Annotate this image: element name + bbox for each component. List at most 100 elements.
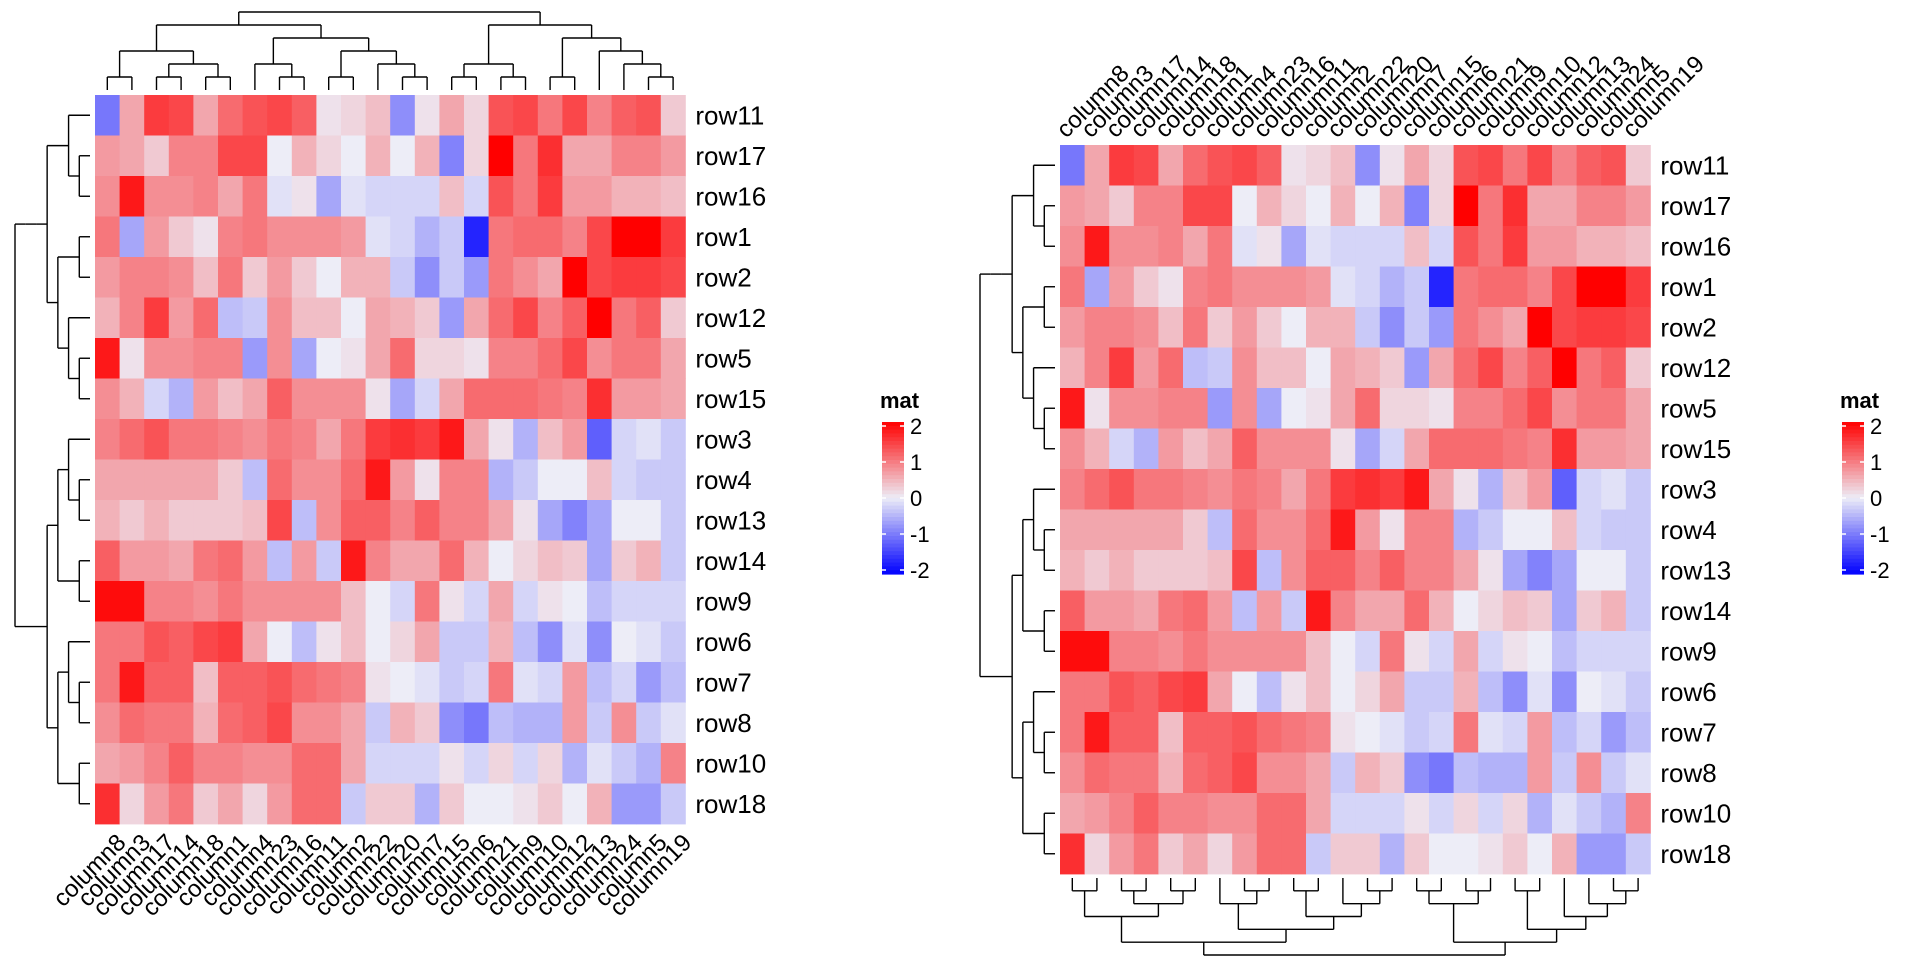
heatmap-cell: [1183, 590, 1208, 632]
heatmap-cell: [316, 783, 342, 825]
heatmap-cell: [513, 378, 539, 420]
row-label: row3: [695, 424, 751, 454]
legend-swatch: [1842, 562, 1864, 567]
legend-title: mat: [880, 388, 920, 413]
heatmap-cell: [464, 783, 489, 825]
heatmap-cell: [1133, 388, 1159, 429]
heatmap-cell: [1281, 469, 1307, 510]
legend-swatch: [1842, 539, 1864, 545]
heatmap-cell: [1158, 509, 1184, 551]
legend-swatch: [882, 558, 904, 564]
legend-tick-label: 2: [1870, 414, 1882, 439]
row-label: row15: [695, 384, 766, 414]
heatmap-cell: [1453, 307, 1479, 348]
heatmap-cell: [464, 135, 489, 177]
heatmap-cell: [414, 743, 440, 784]
legend-swatch: [882, 570, 904, 575]
legend-swatch: [882, 547, 904, 552]
heatmap-cell: [1084, 266, 1110, 308]
row-label: row1: [695, 222, 751, 252]
heatmap-cell: [119, 338, 145, 379]
legend-swatch: [1842, 498, 1864, 503]
heatmap-cell: [562, 257, 588, 298]
legend-swatch: [882, 551, 904, 556]
heatmap-cell: [390, 419, 416, 460]
heatmap-cell: [562, 297, 588, 339]
heatmap-cell: [513, 581, 539, 622]
heatmap-cell: [513, 662, 539, 703]
heatmap-cell: [1158, 631, 1184, 672]
heatmap-cell: [1281, 590, 1307, 632]
heatmap-cell: [193, 459, 219, 501]
heatmap-cell: [1109, 631, 1135, 672]
heatmap-cell: [537, 378, 563, 420]
heatmap-cell: [1379, 631, 1405, 672]
heatmap-cell: [1207, 550, 1233, 591]
legend-swatch: [882, 498, 904, 503]
heatmap-cell: [562, 459, 588, 501]
heatmap-cell: [562, 176, 588, 217]
heatmap-cell: [1355, 428, 1381, 470]
heatmap-cell: [1330, 388, 1356, 429]
heatmap-cell: [1207, 833, 1233, 875]
heatmap-cell: [1453, 833, 1479, 875]
heatmap-cell: [1625, 671, 1651, 713]
legend-swatch: [882, 501, 904, 507]
heatmap-cell: [1232, 550, 1258, 591]
heatmap-cell: [1158, 307, 1184, 348]
heatmap-cell: [1330, 469, 1356, 510]
heatmap-cell: [1576, 590, 1602, 632]
heatmap-cell: [95, 783, 120, 825]
heatmap-cell: [1478, 388, 1504, 429]
heatmap-cell: [660, 216, 686, 258]
heatmap-cell: [390, 257, 416, 298]
heatmap-cell: [1355, 266, 1381, 308]
heatmap-cell: [1601, 550, 1627, 591]
heatmap-cell: [488, 135, 514, 177]
heatmap-cell: [390, 216, 416, 258]
heatmap-cell: [144, 459, 170, 501]
heatmap-cell: [341, 297, 366, 339]
heatmap-cell: [660, 419, 686, 460]
heatmap-cell: [291, 95, 317, 136]
heatmap-cell: [1404, 266, 1430, 308]
heatmap-cell: [267, 783, 293, 825]
heatmap-cell: [218, 500, 243, 541]
heatmap-cell: [1502, 428, 1528, 470]
heatmap-cell: [1429, 428, 1454, 470]
row-label: row17: [1660, 191, 1731, 221]
heatmap-cell: [1330, 185, 1356, 227]
heatmap-cell: [119, 581, 145, 622]
heatmap-cell: [1232, 226, 1258, 267]
heatmap-cell: [1207, 671, 1233, 713]
heatmap-cell: [1306, 712, 1331, 753]
heatmap-cell: [193, 783, 219, 825]
heatmap-cell: [1133, 307, 1159, 348]
heatmap-cell: [242, 500, 268, 541]
legend-swatch: [1842, 532, 1864, 537]
heatmap-cell: [1478, 712, 1504, 753]
heatmap-cell: [1576, 226, 1602, 267]
heatmap-cell: [291, 581, 317, 622]
heatmap-cell: [464, 500, 489, 541]
heatmap-cell: [1429, 793, 1454, 834]
heatmap-cell: [1429, 833, 1454, 875]
heatmap-cell: [1576, 752, 1602, 794]
heatmap-cell: [439, 662, 465, 703]
heatmap-panel-2: row11 row17 row16 row1 row2 row12 row5 row15 row…: [979, 51, 1890, 956]
heatmap-cell: [1429, 226, 1454, 267]
heatmap-cell: [1084, 712, 1110, 753]
legend-tick-label: 2: [910, 414, 922, 439]
heatmap-cell: [1527, 590, 1553, 632]
heatmap-cell: [1256, 590, 1282, 632]
heatmap-cell: [513, 621, 539, 663]
heatmap-cell: [218, 662, 243, 703]
row-label: row18: [695, 789, 766, 819]
heatmap-cell: [1158, 550, 1184, 591]
heatmap-cell: [341, 459, 366, 501]
heatmap-cell: [1084, 550, 1110, 591]
legend-swatch: [882, 494, 904, 499]
heatmap-cell: [1109, 590, 1135, 632]
heatmap-cell: [636, 95, 662, 136]
heatmap-cell: [1502, 590, 1528, 632]
